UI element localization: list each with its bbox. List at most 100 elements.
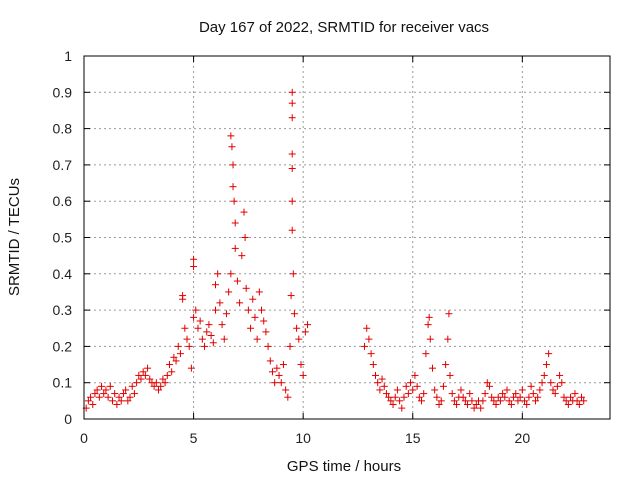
data-point <box>385 393 393 401</box>
data-point <box>179 292 187 300</box>
data-point <box>288 150 296 158</box>
data-point <box>128 382 136 390</box>
data-point <box>287 292 295 300</box>
data-point <box>393 386 401 394</box>
data-point <box>146 375 154 383</box>
data-point <box>464 400 472 408</box>
data-point <box>117 397 125 405</box>
data-point <box>205 321 213 329</box>
data-point <box>84 397 92 405</box>
data-point <box>492 400 500 408</box>
data-point <box>415 393 423 401</box>
data-point <box>446 371 454 379</box>
data-point <box>391 393 399 401</box>
data-point <box>422 350 430 358</box>
data-point <box>402 382 410 390</box>
y-tick-labels: 0 0.1 0.2 0.3 0.4 0.5 0.6 0.7 0.8 0.9 1 <box>53 48 73 427</box>
data-point <box>225 288 233 296</box>
data-point <box>238 252 246 260</box>
data-point <box>108 397 116 405</box>
data-point <box>87 393 95 401</box>
data-point <box>192 306 200 314</box>
data-point <box>505 397 513 405</box>
data-point <box>98 382 106 390</box>
data-point <box>448 390 456 398</box>
data-point <box>459 393 467 401</box>
data-point <box>126 393 134 401</box>
data-point <box>529 390 537 398</box>
data-point <box>89 400 97 408</box>
data-point <box>157 382 165 390</box>
data-point <box>258 306 266 314</box>
data-point <box>547 379 555 387</box>
y-tick-label: 0.3 <box>53 302 73 318</box>
data-point <box>562 397 570 405</box>
data-point <box>266 357 274 365</box>
data-point <box>361 342 369 350</box>
data-point <box>531 397 539 405</box>
data-point <box>472 400 480 408</box>
data-point <box>521 397 529 405</box>
data-point <box>573 397 581 405</box>
data-point <box>288 165 296 173</box>
data-point <box>376 386 384 394</box>
data-point <box>490 397 498 405</box>
x-axis-label: GPS time / hours <box>287 458 401 475</box>
data-point <box>144 364 152 372</box>
data-point <box>514 397 522 405</box>
data-point <box>485 382 493 390</box>
x-tick-label: 5 <box>190 430 198 446</box>
data-point <box>431 386 439 394</box>
data-point <box>161 379 169 387</box>
data-point <box>380 382 388 390</box>
data-point <box>168 368 176 376</box>
data-point <box>212 281 219 289</box>
data-point <box>190 263 198 271</box>
data-point <box>293 324 301 332</box>
data-point <box>229 183 237 191</box>
data-point <box>437 397 445 405</box>
data-point <box>284 393 292 401</box>
data-point <box>231 219 239 227</box>
data-point <box>231 244 239 252</box>
data-point <box>236 299 244 307</box>
data-point <box>301 328 309 336</box>
data-point <box>424 321 432 329</box>
data-point <box>170 353 178 361</box>
data-point <box>229 161 237 169</box>
data-point <box>91 390 99 398</box>
data-point <box>426 335 434 343</box>
data-point <box>404 390 412 398</box>
data-point <box>212 306 219 314</box>
data-point <box>428 364 436 372</box>
data-point <box>240 208 248 216</box>
data-point <box>481 390 489 398</box>
data-point <box>137 375 145 383</box>
data-point <box>425 313 433 321</box>
data-point <box>227 270 235 278</box>
data-point <box>288 226 296 234</box>
data-point <box>575 400 583 408</box>
data-point <box>538 379 546 387</box>
data-point <box>525 393 533 401</box>
data-point <box>510 393 518 401</box>
data-point <box>174 342 182 350</box>
grid-lines <box>84 56 610 419</box>
data-point <box>135 371 143 379</box>
data-point <box>400 393 408 401</box>
data-point <box>290 310 298 318</box>
data-point <box>435 400 443 408</box>
data-point <box>106 382 114 390</box>
data-point <box>155 386 163 394</box>
data-point <box>374 379 382 387</box>
data-point <box>216 299 224 307</box>
data-point <box>418 397 426 405</box>
data-point <box>304 321 312 329</box>
data-point <box>190 255 198 263</box>
data-point <box>172 357 180 365</box>
data-point <box>230 197 238 205</box>
data-point <box>220 335 228 343</box>
y-tick-label: 0.7 <box>53 157 73 173</box>
y-tick-label: 0.9 <box>53 84 73 100</box>
data-point <box>457 386 465 394</box>
